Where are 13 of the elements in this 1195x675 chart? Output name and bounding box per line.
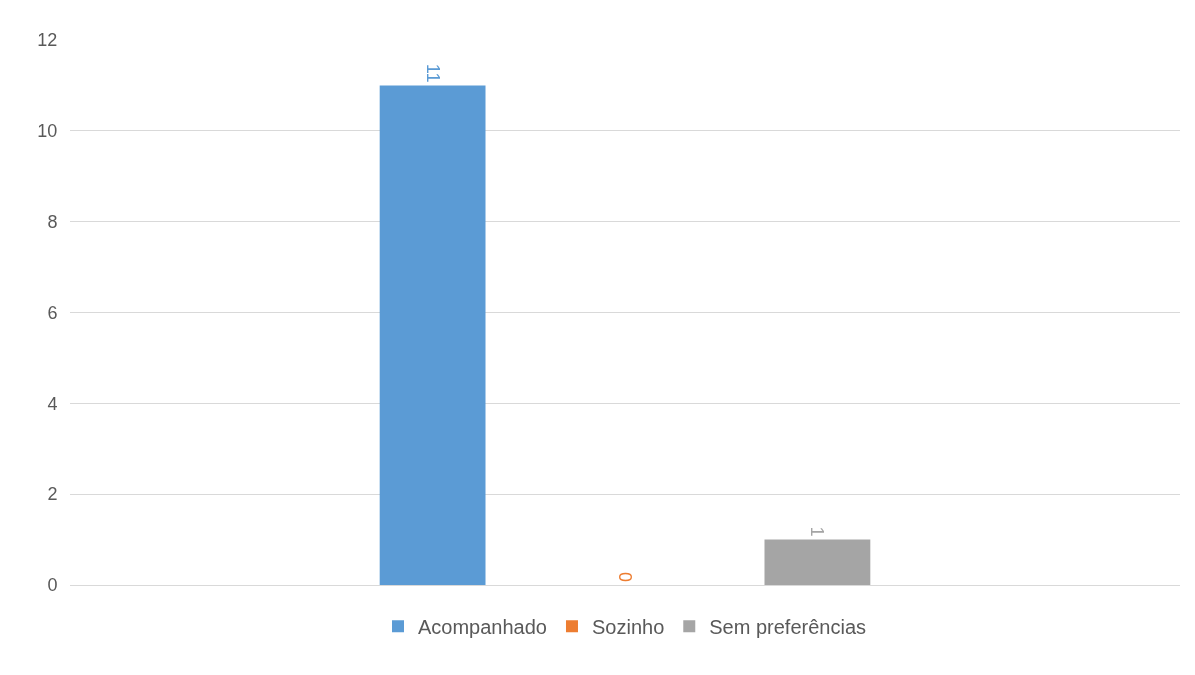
data-label: 0 [615,571,635,582]
legend-label: Sozinho [591,616,665,639]
legend-label: Acompanhado [418,616,547,639]
y-tick-label: 10 [37,121,58,142]
y-tick-label: 6 [47,302,58,323]
y-tick-label: 2 [47,484,58,505]
data-label: 11 [422,63,443,83]
y-tick-label: 4 [47,393,58,414]
y-tick-label: 0 [47,575,58,596]
y-tick-label: 8 [47,211,58,232]
y-tick-label: 12 [37,30,58,51]
data-label: 1 [807,526,828,537]
legend-label: Sem preferências [709,616,867,639]
